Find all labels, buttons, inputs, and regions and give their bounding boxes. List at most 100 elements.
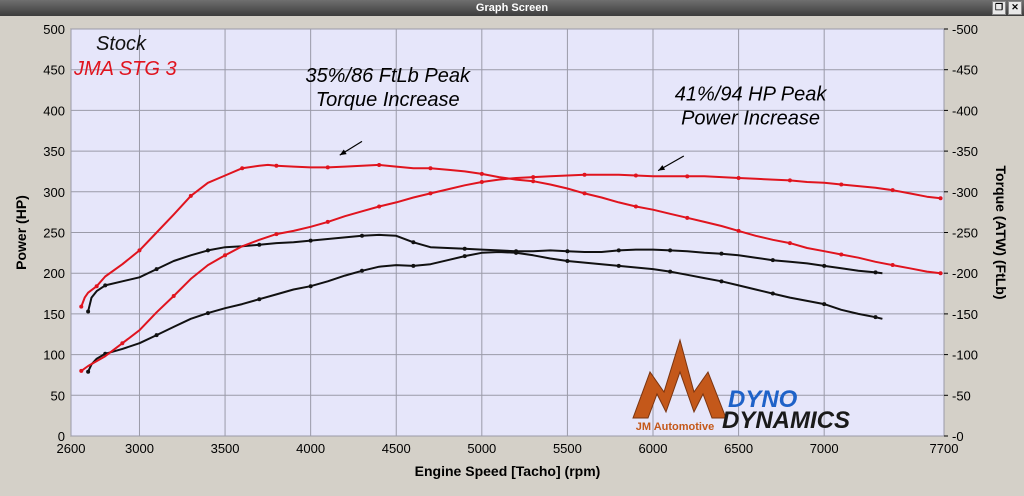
window-titlebar: Graph Screen ❐ ✕ bbox=[0, 0, 1024, 16]
window-title: Graph Screen bbox=[475, 2, 549, 14]
data-point bbox=[633, 204, 638, 209]
dyno-dynamics-logo: DYNO DYNAMICS bbox=[722, 386, 850, 434]
annotation-text: 35%/86 FtLb Peak bbox=[305, 65, 471, 87]
stage3-power-line bbox=[80, 173, 941, 372]
x-axis-label: Engine Speed [Tacho] (rpm) bbox=[415, 463, 601, 479]
stock-power-line bbox=[87, 251, 883, 373]
data-point bbox=[171, 293, 176, 298]
right-y-tick-label: -300 bbox=[952, 185, 978, 200]
left-y-tick-label: 500 bbox=[43, 22, 65, 37]
data-point bbox=[86, 309, 91, 314]
annotation-arrowhead bbox=[658, 165, 666, 171]
data-point bbox=[274, 163, 279, 168]
data-point bbox=[188, 193, 193, 198]
data-point bbox=[308, 238, 313, 243]
right-y-tick-label: -150 bbox=[952, 307, 978, 322]
data-point bbox=[103, 283, 108, 288]
data-point bbox=[360, 268, 364, 273]
dyno-chart: 2600 3000 3500 4000 4500 5000 5500 6000 6500 7000… bbox=[13, 22, 1009, 479]
data-point bbox=[462, 254, 467, 259]
data-point bbox=[308, 284, 313, 289]
data-point bbox=[685, 215, 690, 220]
data-point bbox=[668, 269, 673, 274]
series-lines bbox=[79, 162, 943, 374]
restore-window-icon[interactable]: ❐ bbox=[992, 1, 1006, 15]
right-y-tick-label: -100 bbox=[952, 348, 978, 363]
data-point bbox=[377, 204, 382, 209]
data-point bbox=[137, 248, 142, 253]
x-tick-label: 7700 bbox=[930, 441, 959, 456]
legend-entry: Stock bbox=[96, 33, 147, 55]
data-point bbox=[325, 165, 330, 170]
x-tick-label: 2600 bbox=[57, 441, 86, 456]
x-tick-label: 4500 bbox=[382, 441, 411, 456]
data-point bbox=[120, 341, 125, 346]
data-point bbox=[411, 263, 416, 268]
close-window-icon[interactable]: ✕ bbox=[1008, 1, 1022, 15]
data-point bbox=[890, 188, 895, 193]
annotation-text: Torque Increase bbox=[316, 89, 460, 111]
data-point bbox=[685, 174, 690, 179]
stock-torque-line bbox=[87, 233, 883, 312]
data-point bbox=[822, 263, 827, 268]
x-tick-label: 3000 bbox=[125, 441, 154, 456]
right-y-tick-label: -500 bbox=[952, 22, 978, 37]
right-y-tick-label: -350 bbox=[952, 144, 978, 159]
annotation-arrowhead bbox=[339, 149, 347, 156]
data-point bbox=[377, 162, 382, 167]
data-point bbox=[479, 171, 484, 176]
data-point bbox=[616, 248, 621, 253]
left-y-tick-label: 0 bbox=[58, 429, 65, 444]
data-point bbox=[86, 369, 91, 374]
right-y-tick-label: -250 bbox=[952, 226, 978, 241]
data-point bbox=[839, 182, 844, 187]
data-point bbox=[787, 178, 792, 183]
axis-ticks: 2600 3000 3500 4000 4500 5000 5500 6000 6500 7000… bbox=[43, 22, 978, 456]
x-tick-label: 5500 bbox=[553, 441, 582, 456]
right-y-tick-label: -0 bbox=[952, 429, 964, 444]
data-point bbox=[325, 219, 330, 224]
x-tick-label: 6500 bbox=[724, 441, 753, 456]
data-point bbox=[787, 241, 792, 246]
left-y-tick-label: 450 bbox=[43, 63, 65, 78]
data-point bbox=[582, 172, 587, 177]
data-point bbox=[565, 258, 570, 263]
data-point bbox=[770, 258, 775, 263]
left-y-tick-label: 200 bbox=[43, 266, 65, 281]
left-y-tick-label: 300 bbox=[43, 185, 65, 200]
data-point bbox=[736, 175, 741, 180]
right-y-axis-label: Torque (ATW) (FtLb) bbox=[993, 166, 1009, 300]
data-point bbox=[719, 279, 724, 284]
annotation-text: Power Increase bbox=[681, 108, 820, 130]
right-y-tick-label: -400 bbox=[952, 103, 978, 118]
data-point bbox=[154, 333, 159, 338]
data-point bbox=[428, 166, 433, 171]
x-tick-label: 6000 bbox=[639, 441, 668, 456]
data-point bbox=[94, 284, 99, 289]
data-point bbox=[938, 271, 943, 276]
data-point bbox=[839, 252, 844, 257]
data-point bbox=[531, 175, 536, 180]
legend-entry: JMA STG 3 bbox=[73, 58, 177, 80]
data-point bbox=[890, 263, 895, 268]
dyno-logo-bottom: DYNAMICS bbox=[722, 407, 850, 434]
legend: Stock JMA STG 3 bbox=[73, 33, 177, 80]
data-point bbox=[154, 267, 159, 272]
dyno-logo-top: DYNO bbox=[728, 386, 798, 413]
x-tick-label: 4000 bbox=[296, 441, 325, 456]
data-point bbox=[428, 191, 433, 196]
annotation-text: 41%/94 HP Peak bbox=[675, 84, 828, 106]
grid bbox=[70, 28, 945, 437]
data-point bbox=[79, 304, 84, 309]
data-point bbox=[79, 368, 84, 373]
data-point bbox=[873, 315, 878, 320]
data-point bbox=[479, 180, 484, 185]
data-point bbox=[582, 191, 587, 196]
data-point bbox=[668, 248, 673, 253]
jm-automotive-text: JM Automotive bbox=[636, 421, 714, 433]
data-point bbox=[205, 311, 210, 316]
right-y-tick-label: -450 bbox=[952, 63, 978, 78]
data-point bbox=[411, 240, 416, 245]
